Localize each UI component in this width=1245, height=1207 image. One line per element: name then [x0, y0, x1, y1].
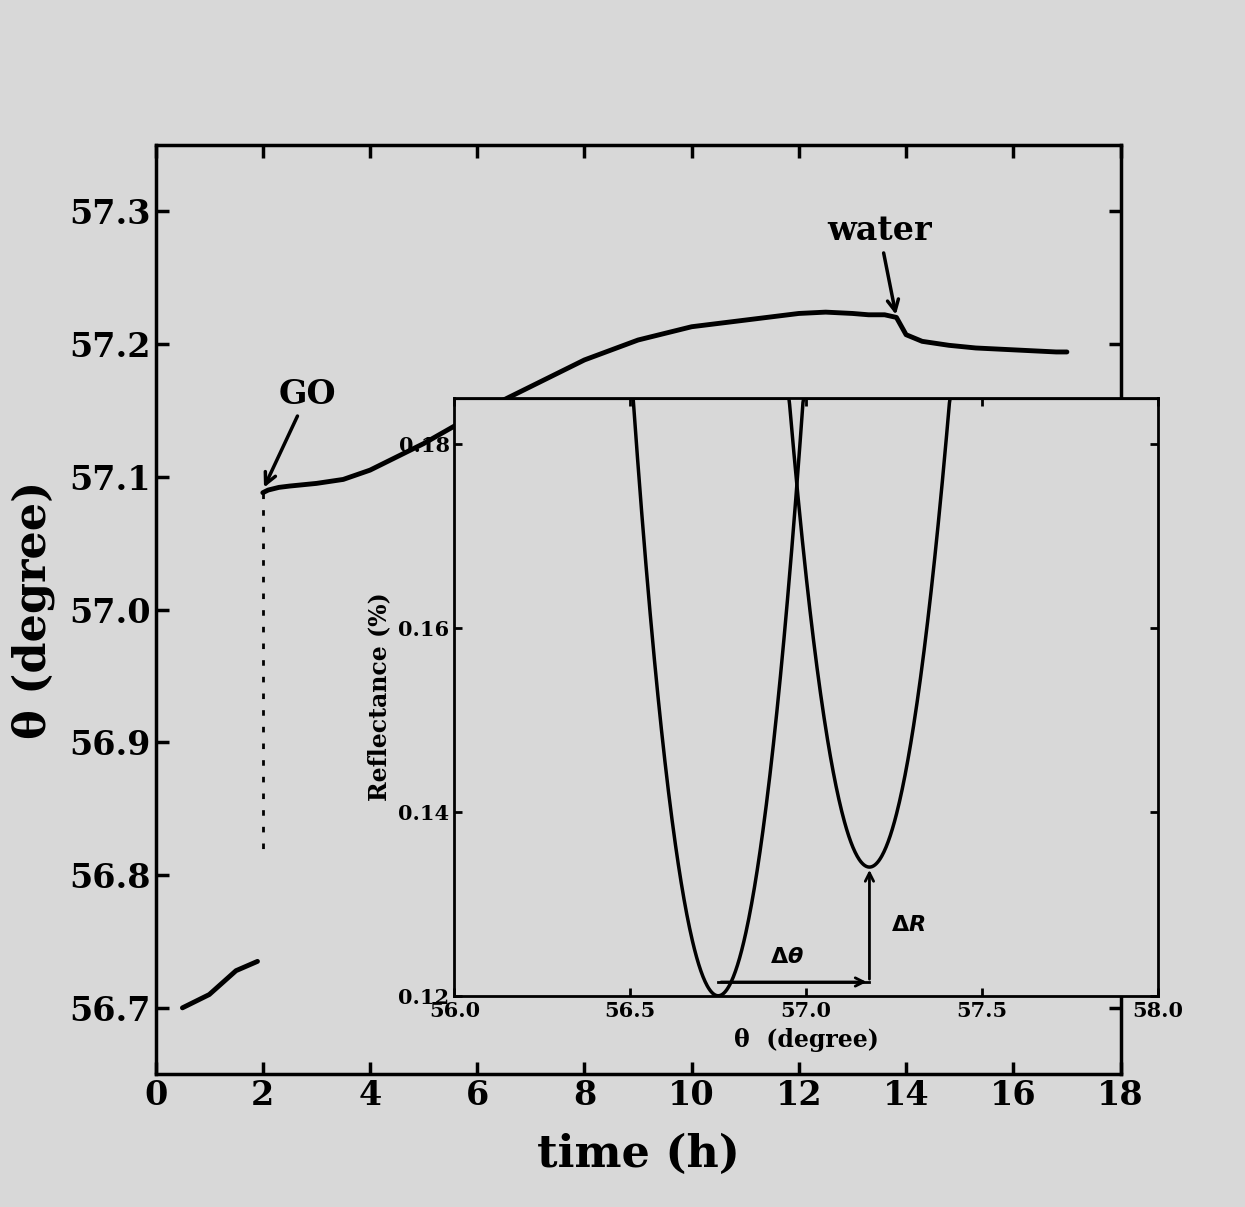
Y-axis label: Reflectance (%): Reflectance (%) — [367, 593, 391, 801]
Text: $\Delta R$: $\Delta R$ — [890, 914, 925, 935]
Text: GO: GO — [265, 378, 336, 484]
Y-axis label: θ (degree): θ (degree) — [11, 480, 55, 739]
X-axis label: time (h): time (h) — [537, 1133, 740, 1176]
Text: water: water — [827, 215, 931, 311]
Text: $\Delta\theta$: $\Delta\theta$ — [769, 946, 804, 968]
X-axis label: θ  (degree): θ (degree) — [733, 1027, 879, 1051]
